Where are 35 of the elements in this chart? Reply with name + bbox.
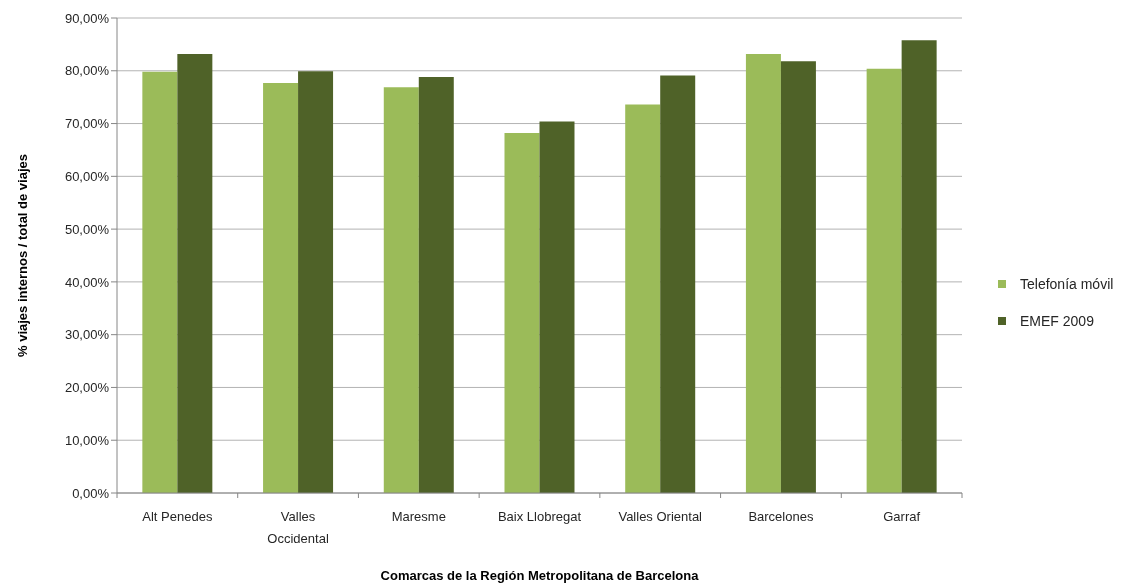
x-tick-label: Garraf bbox=[883, 509, 921, 524]
x-tick-label: Maresme bbox=[391, 509, 446, 524]
x-tick-label: Alt Penedes bbox=[142, 509, 213, 524]
y-tick-label: 20,00% bbox=[64, 380, 110, 396]
bar bbox=[177, 53, 213, 493]
y-tick-label: 50,00% bbox=[64, 221, 110, 237]
bar bbox=[866, 68, 902, 493]
y-tick-label: 70,00% bbox=[64, 116, 110, 132]
y-tick-label: 0,00% bbox=[72, 485, 110, 501]
bar bbox=[383, 87, 419, 493]
bar bbox=[901, 40, 937, 493]
y-tick-label: 80,00% bbox=[64, 63, 110, 79]
bar bbox=[780, 61, 816, 493]
x-tick-label: Valles Occidental bbox=[267, 509, 329, 546]
bar bbox=[263, 82, 299, 493]
x-axis-title: Comarcas de la Región Metropolitana de Barcelona bbox=[380, 568, 700, 583]
y-tick-label: 30,00% bbox=[64, 327, 110, 343]
bar bbox=[298, 71, 334, 493]
bar bbox=[539, 121, 575, 493]
y-tick-label: 90,00% bbox=[64, 10, 110, 26]
bar bbox=[745, 53, 781, 493]
bar bbox=[418, 77, 454, 493]
y-tick-label: 60,00% bbox=[64, 168, 110, 184]
bar bbox=[625, 104, 661, 493]
x-tick-label: Barcelones bbox=[748, 509, 814, 524]
x-tick-label: Valles Oriental bbox=[618, 509, 703, 524]
x-tick-label: Baix Llobregat bbox=[497, 509, 582, 524]
legend-label: Telefonía móvil bbox=[1020, 275, 1114, 292]
bar bbox=[660, 75, 696, 493]
y-axis-title: % viajes internos / total de viajes bbox=[14, 153, 30, 358]
legend-label: EMEF 2009 bbox=[1020, 312, 1094, 329]
bar bbox=[142, 71, 178, 493]
y-tick-label: 40,00% bbox=[64, 274, 110, 290]
y-tick-label: 10,00% bbox=[64, 432, 110, 448]
bar bbox=[504, 133, 540, 493]
